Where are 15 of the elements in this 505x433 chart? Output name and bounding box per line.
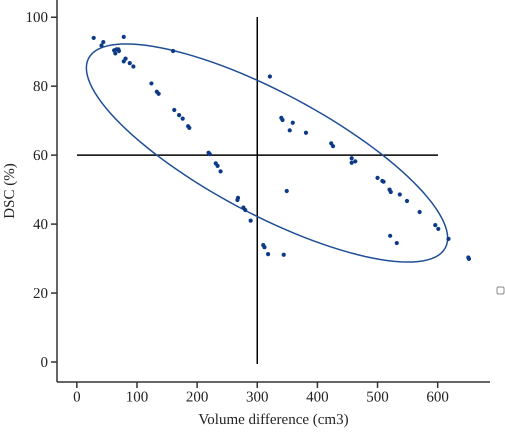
x-tick-label: 600 <box>426 390 449 406</box>
x-tick-label: 200 <box>186 390 208 406</box>
x-axis-title: Volume difference (cm3) <box>198 412 349 428</box>
x-tick-label: 100 <box>126 390 148 406</box>
y-tick-label: 80 <box>33 78 48 95</box>
x-tick-label: 400 <box>306 390 329 406</box>
y-tick-label: 20 <box>33 286 48 302</box>
x-tick-label: 300 <box>246 390 269 406</box>
y-tick-label: 0 <box>40 354 48 371</box>
y-tick-label: 60 <box>33 148 48 164</box>
y-tick-label: 100 <box>26 10 48 26</box>
x-tick-label: 500 <box>366 390 389 406</box>
x-tick-label: 0 <box>73 390 81 406</box>
y-tick-label: 40 <box>33 216 48 233</box>
y-axis-title: DSC (%) <box>2 163 18 219</box>
